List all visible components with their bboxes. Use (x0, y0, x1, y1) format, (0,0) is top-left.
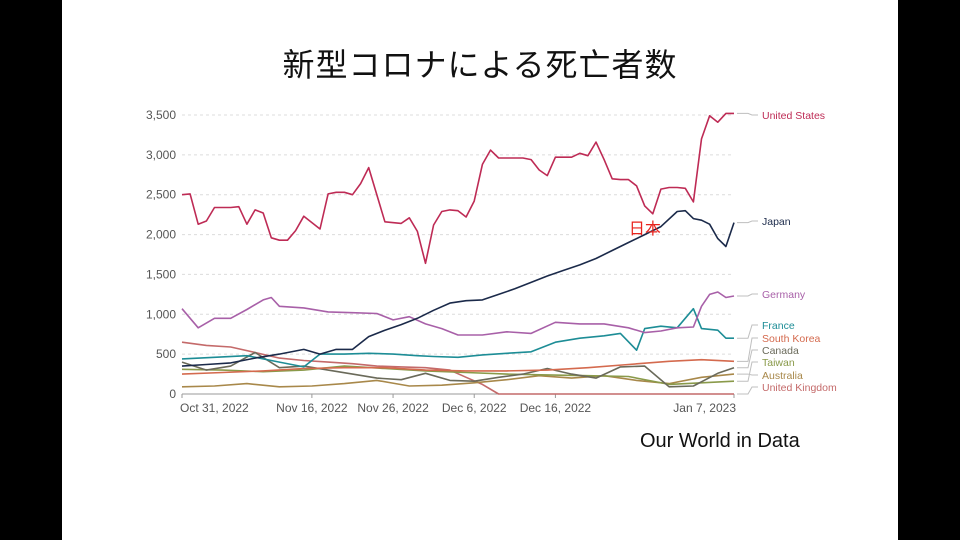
legend-label-france: France (762, 320, 795, 332)
x-tick-label: Nov 16, 2022 (276, 401, 348, 415)
legend-label-taiwan: Taiwan (762, 357, 795, 369)
legend-leader (737, 220, 758, 224)
slide: 新型コロナによる死亡者数 0 500 1,000 1,500 2,000 2,500 3,0… (62, 0, 898, 540)
series-line-south-korea (181, 358, 735, 375)
series-line-united-kingdom (181, 341, 734, 395)
series-line-japan (181, 209, 735, 367)
y-tick-label: 3,000 (146, 148, 176, 162)
series-line-germany (181, 291, 735, 336)
y-tick-label: 1,500 (146, 267, 176, 281)
legend-label-germany: Germany (762, 289, 806, 301)
x-tick-label: Jan 7, 2023 (673, 401, 736, 415)
legend-label-canada: Canada (762, 345, 799, 357)
annotation-japan: 日本 (629, 219, 661, 238)
series-line-australia (181, 373, 735, 388)
x-tick-label: Dec 16, 2022 (520, 401, 592, 415)
legend-leader (737, 386, 758, 395)
legend-label-united-kingdom: United Kingdom (762, 382, 837, 394)
legend-leader (737, 361, 758, 382)
legend-leader (737, 337, 758, 362)
legend-label-united-states: United States (762, 110, 825, 122)
y-tick-label: 500 (156, 347, 176, 361)
chart-title: 新型コロナによる死亡者数 (282, 46, 678, 84)
legend-leader (737, 324, 758, 339)
line-chart: 0 500 1,000 1,500 2,000 2,500 3,000 3,500 Oct 31… (146, 108, 837, 415)
series-line-france (181, 307, 734, 368)
legend-label-australia: Australia (762, 370, 803, 382)
legend-label-south-korea: South Korea (762, 333, 821, 345)
y-tick-label: 2,500 (146, 188, 176, 202)
y-tick-label: 0 (169, 387, 176, 401)
x-tick-label: Oct 31, 2022 (180, 401, 249, 415)
x-tick-label: Nov 26, 2022 (357, 401, 429, 415)
y-tick-label: 1,000 (146, 307, 176, 321)
source-credit: Our World in Data (640, 430, 800, 452)
legend-leader (737, 293, 758, 297)
series-line-taiwan (181, 365, 735, 386)
legend-leader (737, 373, 758, 376)
legend-leader (737, 349, 758, 369)
legend-leader (737, 112, 758, 116)
series-line-united-states (181, 112, 734, 265)
y-tick-label: 3,500 (146, 108, 176, 122)
series-line-canada (181, 351, 735, 388)
x-tick-label: Dec 6, 2022 (442, 401, 507, 415)
y-tick-label: 2,000 (146, 228, 176, 242)
legend-label-japan: Japan (762, 216, 791, 228)
